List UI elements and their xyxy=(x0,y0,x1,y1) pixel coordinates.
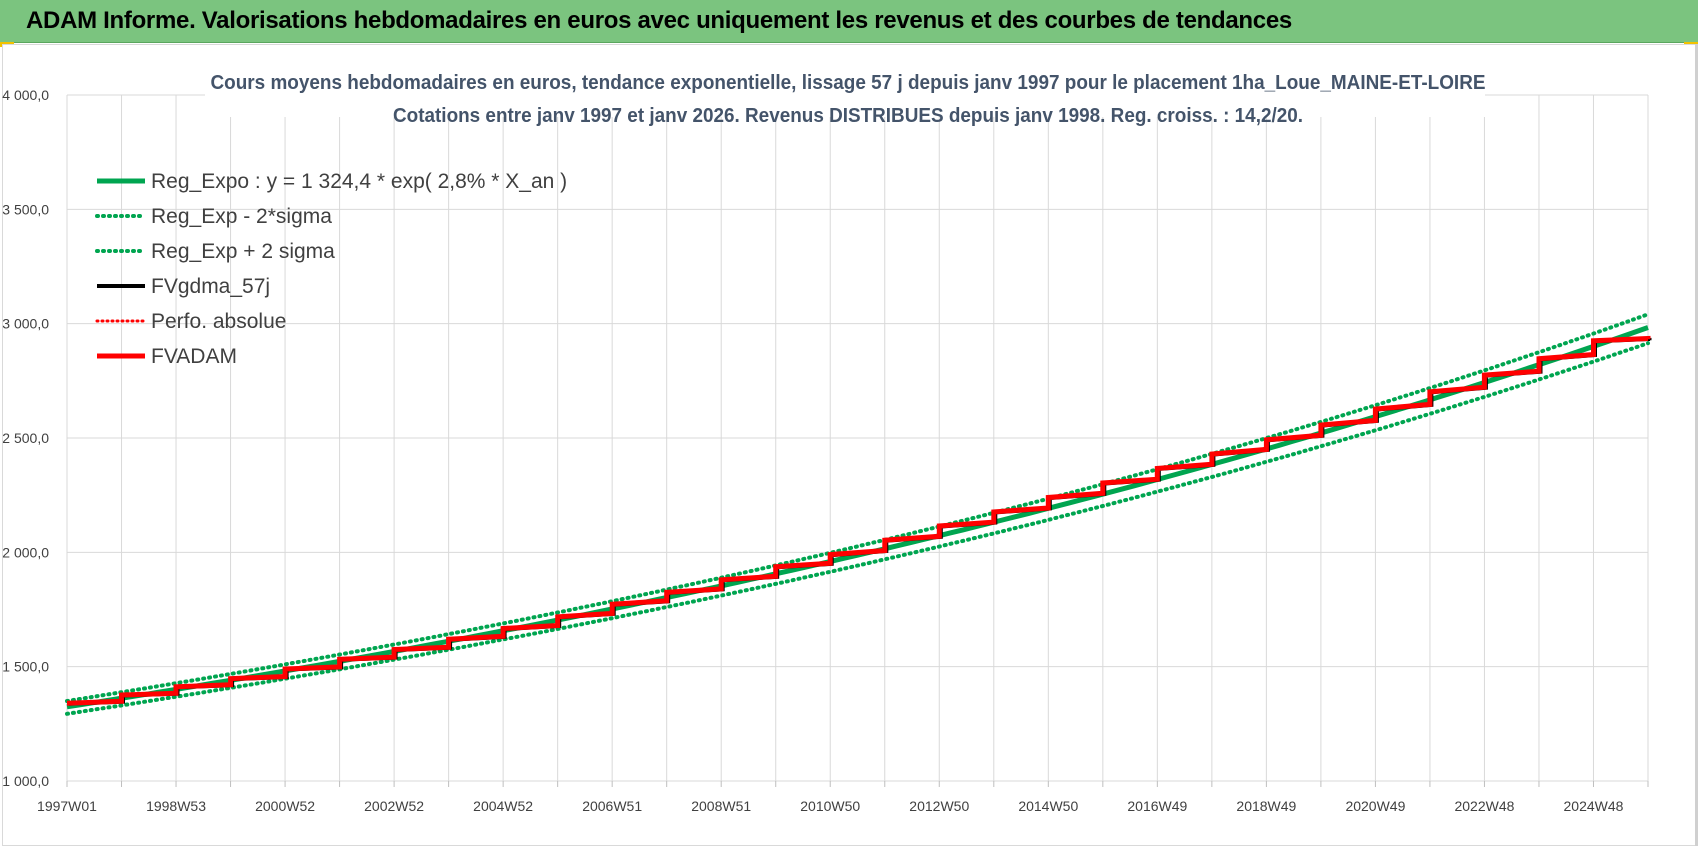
y-tick-label: 1 000,0 xyxy=(2,773,49,789)
legend-label: Perfo. absolue xyxy=(151,310,286,333)
header-title: ADAM Informe. Valorisations hebdomadaire… xyxy=(26,7,1292,34)
y-axis-ticks: 1 000,0 1 500,0 2 000,0 2 500,0 3 000,0 3 500… xyxy=(2,87,49,789)
chart-title-line2: Cotations entre janv 1997 et janv 2026. … xyxy=(393,105,1303,127)
chart-title-line1: Cours moyens hebdomadaires en euros, ten… xyxy=(211,72,1486,94)
header-bar: ADAM Informe. Valorisations hebdomadaire… xyxy=(0,0,1698,43)
x-tick-label: 2004W52 xyxy=(473,798,533,814)
legend-label: Reg_Expo : y = 1 324,4 * exp( 2,8% * X_a… xyxy=(151,170,567,193)
x-tick-label: 2018W49 xyxy=(1236,798,1296,814)
x-tick-label: 2016W49 xyxy=(1127,798,1187,814)
x-tick-label: 1997W01 xyxy=(37,798,97,814)
y-tick-label: 1 500,0 xyxy=(2,659,49,675)
series-reg-exp-minus-2sigma xyxy=(65,341,1650,716)
series-fvadam xyxy=(66,335,1651,706)
x-tick-label: 2008W51 xyxy=(691,798,751,814)
y-tick-label: 2 500,0 xyxy=(2,430,49,446)
x-axis-ticks: 1997W01 1998W53 2000W52 2002W52 2004W52 2006W… xyxy=(37,781,1649,814)
y-tick-label: 2 000,0 xyxy=(2,544,49,560)
x-tick-label: 2002W52 xyxy=(364,798,424,814)
series-reg-expo xyxy=(66,325,1649,710)
legend-label: FVADAM xyxy=(151,345,237,368)
y-tick-label: 3 500,0 xyxy=(2,201,49,217)
x-tick-label: 2024W48 xyxy=(1564,798,1624,814)
y-tick-label: 3 000,0 xyxy=(2,316,49,332)
title-background xyxy=(205,62,1485,117)
legend-label: FVgdma_57j xyxy=(151,275,270,298)
chart-area xyxy=(2,44,1696,846)
x-tick-label: 2012W50 xyxy=(909,798,969,814)
window-edge xyxy=(1695,44,1698,846)
x-tick-label: 2022W48 xyxy=(1454,798,1514,814)
series-reg-exp-plus-2sigma xyxy=(65,312,1650,703)
x-tick-label: 2000W52 xyxy=(255,798,315,814)
x-tick-label: 2020W49 xyxy=(1345,798,1405,814)
legend: Reg_Expo : y = 1 324,4 * exp( 2,8% * X_a… xyxy=(95,170,567,368)
x-tick-label: 2006W51 xyxy=(582,798,642,814)
x-tick-label: 2014W50 xyxy=(1018,798,1078,814)
y-tick-label: 4 000,0 xyxy=(2,87,49,103)
legend-label: Reg_Exp - 2*sigma xyxy=(151,205,332,228)
x-tick-label: 1998W53 xyxy=(146,798,206,814)
gridlines xyxy=(66,94,1649,782)
x-tick-label: 2010W50 xyxy=(800,798,860,814)
legend-label: Reg_Exp + 2 sigma xyxy=(151,240,335,263)
series-group xyxy=(65,312,1652,716)
